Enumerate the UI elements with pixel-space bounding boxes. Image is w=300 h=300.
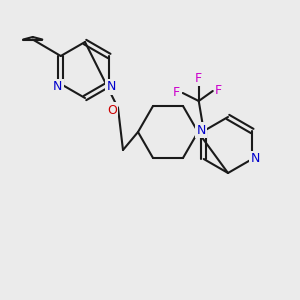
Text: N: N: [106, 80, 116, 94]
Text: N: N: [196, 124, 206, 136]
Text: N: N: [250, 152, 260, 166]
Text: F: F: [195, 71, 202, 85]
Text: O: O: [107, 103, 117, 116]
Text: F: F: [215, 85, 222, 98]
Text: N: N: [53, 80, 62, 94]
Text: F: F: [173, 86, 180, 100]
